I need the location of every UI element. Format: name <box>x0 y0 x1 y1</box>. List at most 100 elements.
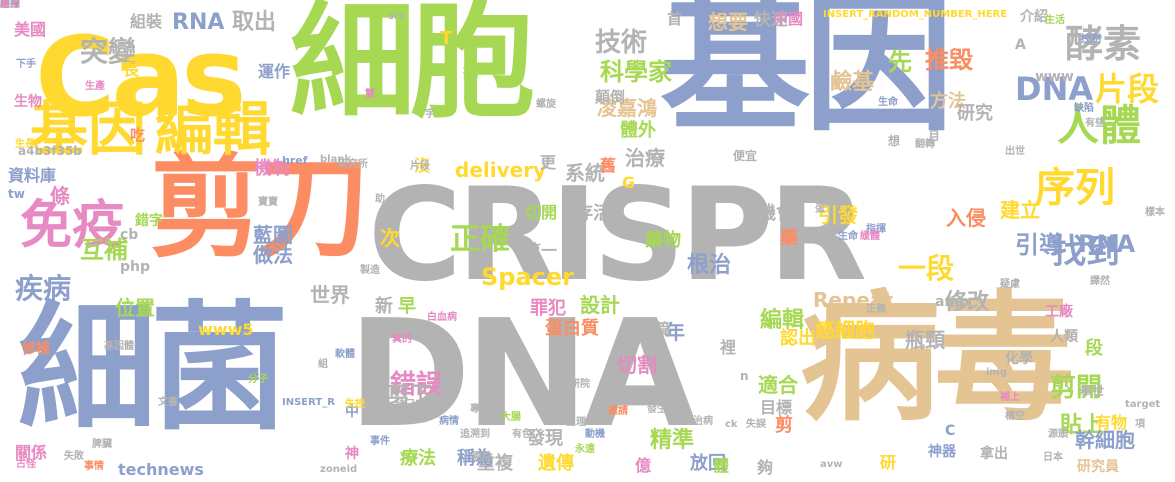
word: 找到 <box>1052 232 1120 272</box>
word: 病情 <box>439 416 459 427</box>
word: 編輯 <box>155 95 272 163</box>
word: 失敗 <box>64 451 84 462</box>
word: 中研院 <box>560 379 590 390</box>
word: 生命 <box>838 231 858 242</box>
word: 組 <box>318 359 328 370</box>
word: 年 <box>665 320 685 344</box>
word: 藥物 <box>645 230 681 251</box>
word: www <box>1035 69 1074 85</box>
word: 構空 <box>1005 411 1025 422</box>
word: 組裝 <box>130 12 163 31</box>
word: 修補 <box>22 341 50 357</box>
word: 更 <box>540 153 557 172</box>
word: 關係 <box>15 443 48 462</box>
word: 便宜 <box>733 149 758 163</box>
word: 億 <box>635 456 652 475</box>
word: 基因體 <box>104 341 134 352</box>
word: 幹細胞 <box>1075 428 1135 452</box>
word: 生理 <box>566 417 586 428</box>
word: technews <box>118 460 204 479</box>
word: DNA <box>348 288 697 460</box>
word: _blank <box>315 154 352 165</box>
word: 切開 <box>525 203 558 222</box>
word: 事件 <box>370 436 390 447</box>
word: Repeat <box>813 288 893 312</box>
word: img <box>986 367 1008 378</box>
word: 事情 <box>84 461 104 472</box>
word: 神器 <box>928 444 956 460</box>
word: 翻轉 <box>915 139 935 150</box>
word: 新 <box>375 296 393 317</box>
word: 剪 <box>775 415 793 436</box>
word: 細菌 <box>18 288 288 449</box>
word: 方法 <box>930 91 966 112</box>
word: 發生 <box>647 404 667 415</box>
word: 指揮 <box>866 224 886 235</box>
word: 蛋白質 <box>545 318 599 339</box>
word: 罪犯 <box>530 298 566 319</box>
word: 字 <box>425 109 435 120</box>
word: 片段 <box>410 161 430 172</box>
word: 推毀 <box>925 46 973 74</box>
word: 引發 <box>818 203 858 227</box>
word: 研 <box>880 453 897 472</box>
word: 有物 <box>1095 413 1128 432</box>
word: 助 <box>375 194 385 205</box>
word: 發現 <box>527 428 563 449</box>
word: 源頭 <box>1048 429 1068 440</box>
word: 蛋 <box>815 204 825 215</box>
word: C <box>945 423 956 439</box>
word: 身上 <box>0 0 20 10</box>
word: www5 <box>198 320 254 339</box>
word: RNA <box>1078 230 1136 258</box>
word: 沒 <box>414 156 431 175</box>
word: 正確 <box>450 222 510 257</box>
word: 控制 <box>1081 34 1101 45</box>
word: 遺傳 <box>538 453 574 474</box>
word: 裡 <box>720 338 737 357</box>
word: 條 <box>50 184 70 208</box>
word: 放回 <box>690 453 726 474</box>
word: 酵素 <box>1065 22 1142 66</box>
word: 人體 <box>1057 101 1142 150</box>
word: 藥 <box>780 228 798 249</box>
word: 治療 <box>625 146 665 170</box>
word: 研究所 <box>338 159 368 170</box>
word: 製造 <box>360 265 380 276</box>
word: 適合 <box>758 373 798 397</box>
word: 序列 <box>1035 165 1115 211</box>
word: 入侵 <box>946 206 986 230</box>
word: RNA <box>172 10 225 35</box>
word: 螺旋 <box>536 99 556 110</box>
word: 研究 <box>957 103 993 124</box>
word: Spacer <box>481 263 574 291</box>
word: 一段 <box>898 252 955 285</box>
word: 次 <box>380 226 400 250</box>
word: 細胞 <box>290 0 535 135</box>
word: A <box>1015 37 1026 53</box>
word: 修改 <box>945 290 990 315</box>
word: 生產 <box>85 81 105 92</box>
word: n <box>740 369 749 383</box>
word: 疑慮 <box>1000 279 1020 290</box>
word: 認出 <box>780 328 816 349</box>
word: Cas <box>35 13 247 141</box>
word: 錯字 <box>135 213 163 229</box>
word: 做法 <box>253 243 293 267</box>
word: 缺口處 <box>395 399 425 410</box>
word: 體外 <box>620 120 656 141</box>
word: G <box>622 173 636 192</box>
word: 機制 <box>254 158 290 179</box>
word: 想 <box>888 134 901 148</box>
word: 剔除 <box>0 0 20 10</box>
word: 錯誤 <box>390 370 443 400</box>
word: 人類 <box>1050 329 1078 345</box>
word: 貼上 <box>1060 413 1105 438</box>
word: php <box>120 259 151 275</box>
word: 生物 <box>14 94 42 110</box>
word: a4b3f35b <box>18 144 82 158</box>
word: 體 <box>713 456 730 475</box>
word: 舉世 <box>1080 384 1105 398</box>
word: 文書 <box>158 397 178 408</box>
word: 古怪 <box>16 459 36 470</box>
